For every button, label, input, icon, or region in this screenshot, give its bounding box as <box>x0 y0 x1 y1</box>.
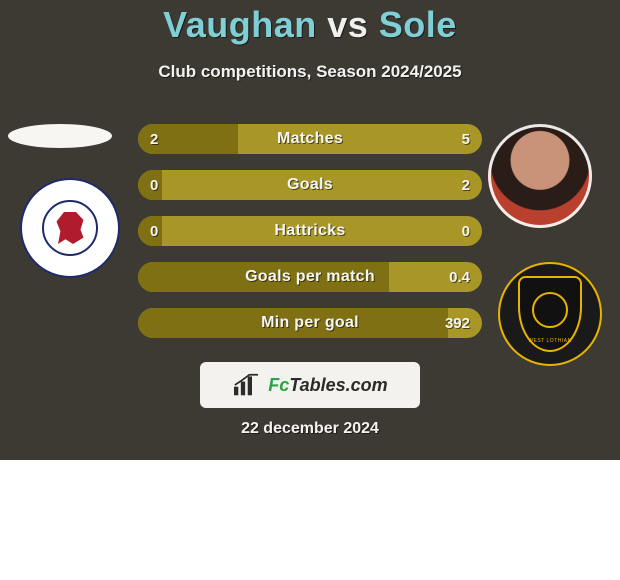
brand-rest: Tables.com <box>289 375 387 395</box>
crest-left-emblem <box>42 200 98 256</box>
player1-name: Vaughan <box>163 4 317 45</box>
source-brand: FcTables.com <box>268 375 387 396</box>
crest-right: WEST LOTHIAN <box>498 262 602 366</box>
stat-bar-right-value: 2 <box>462 170 470 200</box>
crest-right-text: WEST LOTHIAN <box>520 338 580 344</box>
stat-bars: Matches25Goals02Hattricks00Goals per mat… <box>138 124 482 354</box>
player2-name: Sole <box>379 4 457 45</box>
stat-bar: Goals per match0.4 <box>138 262 482 292</box>
player2-avatar <box>488 124 592 228</box>
crest-left <box>20 178 120 278</box>
stat-bar: Goals0 2 <box>138 170 482 200</box>
stat-bar-right-value: 0.4 <box>449 262 470 292</box>
stat-bar: Hattricks0 0 <box>138 216 482 246</box>
stat-bar-left-value: 0 <box>150 216 158 246</box>
stat-bar-label: Goals per match <box>138 262 482 292</box>
title-vs: vs <box>327 4 368 45</box>
page-title: Vaughan vs Sole <box>0 4 620 46</box>
subtitle: Club competitions, Season 2024/2025 <box>0 62 620 82</box>
stat-bar-label: Goals <box>138 170 482 200</box>
stat-bar-left-value: 2 <box>150 124 158 154</box>
crest-right-ring <box>532 292 568 328</box>
stat-bar-label: Hattricks <box>138 216 482 246</box>
stat-bar-right-value: 392 <box>445 308 470 338</box>
stat-bar-label: Matches <box>138 124 482 154</box>
stat-bar: Matches2 5 <box>138 124 482 154</box>
source-badge: FcTables.com <box>200 362 420 408</box>
stat-bar: Min per goal392 <box>138 308 482 338</box>
stat-bar-right-value: 0 <box>462 216 470 246</box>
bars-icon <box>232 373 260 397</box>
crest-right-shield: WEST LOTHIAN <box>518 276 582 352</box>
stat-bar-right-value: 5 <box>462 124 470 154</box>
brand-prefix: Fc <box>268 375 289 395</box>
stat-bar-label: Min per goal <box>138 308 482 338</box>
date-label: 22 december 2024 <box>0 420 620 438</box>
stat-bar-left-value: 0 <box>150 170 158 200</box>
player1-avatar-placeholder <box>8 124 112 148</box>
